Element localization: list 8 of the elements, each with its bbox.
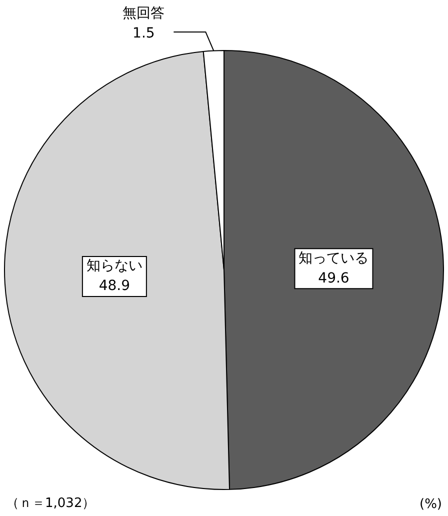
data-label: 48.9 [98,278,130,294]
slice-label: 無回答 [122,6,165,22]
text: (%) [420,497,442,512]
text: （ｎ＝1,032） [6,495,96,512]
data-label: 49.6 [318,270,350,286]
data-label: 1.5 [132,26,155,42]
slice-label: 知っている [298,250,369,266]
slice-label: 知らない [86,258,142,274]
